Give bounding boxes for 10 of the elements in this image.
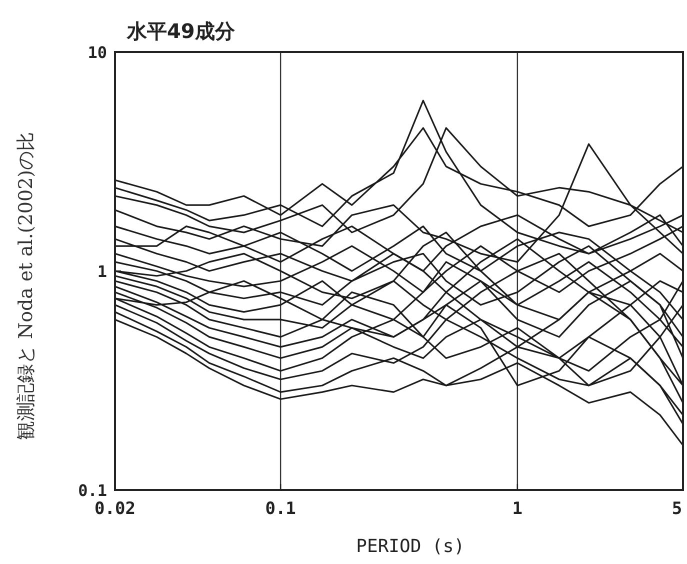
x-tick-label: 0.1: [265, 499, 296, 519]
y-tick-label: 10: [88, 43, 107, 62]
x-tick-label: 0.02: [94, 499, 136, 519]
x-axis-title: PERIOD (s): [356, 536, 465, 557]
y-tick-label: 0.1: [78, 481, 107, 500]
x-tick-label: 5: [672, 499, 682, 519]
y-axis-title: 観測記録と Noda et al.(2002)の比: [15, 132, 37, 440]
x-tick-label: 1: [512, 499, 523, 519]
chart-title: 水平49成分: [126, 19, 236, 43]
y-tick-label: 1: [97, 262, 107, 281]
